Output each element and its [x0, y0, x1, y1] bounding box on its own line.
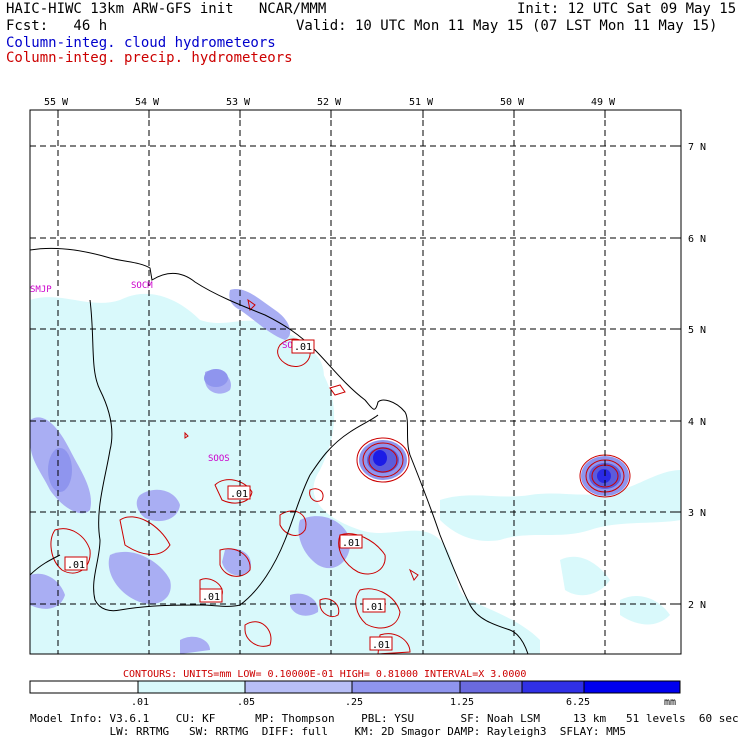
lat-label: 7 N: [688, 142, 706, 153]
colorbar-tick: 6.25: [566, 697, 590, 708]
lat-label: 2 N: [688, 600, 706, 611]
lon-label: 51 W: [409, 97, 434, 108]
station-label-soos: SOOS: [208, 454, 230, 464]
colorbar-tick: .05: [237, 697, 255, 708]
colorbar: [29, 680, 681, 694]
hydrometeor-fields: [30, 110, 681, 654]
model-info-line2: LW: RRTMG SW: RRTMG DIFF: full KM: 2D Sm…: [30, 725, 627, 738]
lat-label: 3 N: [688, 508, 706, 519]
colorbar-tick: .25: [345, 697, 363, 708]
lat-labels: 7 N 6 N 5 N 4 N 3 N 2 N: [688, 142, 706, 611]
contour-label: .01: [294, 342, 312, 353]
forecast-hour: Fcst: 46 h: [6, 18, 108, 34]
field-label-cloud: Column-integ. cloud hydrometeors: [6, 35, 276, 51]
lon-label: 52 W: [317, 97, 342, 108]
convective-cells: [48, 369, 629, 496]
lon-label: 53 W: [226, 97, 251, 108]
contour-label: .01: [202, 592, 220, 603]
lon-label: 49 W: [591, 97, 616, 108]
latlon-grid: [30, 110, 681, 654]
contour-label: .01: [342, 538, 360, 549]
lon-label: 54 W: [135, 97, 160, 108]
colorbar-tick: .01: [131, 697, 149, 708]
axis-ticks: [57, 110, 681, 605]
model-title: HAIC-HIWC 13km ARW-GFS init NCAR/MMM: [6, 1, 327, 17]
station-label-smjp: SMJP: [30, 285, 52, 295]
lat-label: 5 N: [688, 325, 706, 336]
cloud-field-mid: [30, 289, 351, 654]
valid-time: Valid: 10 UTC Mon 11 May 15 (07 LST Mon …: [296, 18, 718, 34]
lon-label: 55 W: [44, 97, 69, 108]
field-label-precip: Column-integ. precip. hydrometeors: [6, 50, 293, 66]
contour-info: CONTOURS: UNITS=mm LOW= 0.10000E-01 HIGH…: [123, 669, 526, 680]
colorbar-unit: mm: [664, 697, 676, 708]
lon-labels: 55 W 54 W 53 W 52 W 51 W 50 W 49 W: [44, 97, 616, 108]
contour-label: .01: [230, 489, 248, 500]
lat-label: 6 N: [688, 234, 706, 245]
station-label-socm: SOCM: [131, 281, 153, 291]
init-time: Init: 12 UTC Sat 09 May 15: [517, 1, 737, 17]
lat-label: 4 N: [688, 417, 706, 428]
coastline: [30, 247, 529, 654]
map-frame: [29, 109, 682, 655]
colorbar-tick: 1.25: [450, 697, 474, 708]
contour-label-boxes: .01 .01 .01 .01 .01 .01 .01: [64, 339, 393, 651]
contour-label: .01: [372, 640, 390, 651]
contour-label: .01: [365, 602, 383, 613]
colorbar-ticks: .01 .05 .25 1.25 6.25 mm: [131, 697, 676, 708]
model-info-line1: Model Info: V3.6.1 CU: KF MP: Thompson P…: [30, 712, 739, 725]
lon-label: 50 W: [500, 97, 525, 108]
contour-label: .01: [67, 560, 85, 571]
